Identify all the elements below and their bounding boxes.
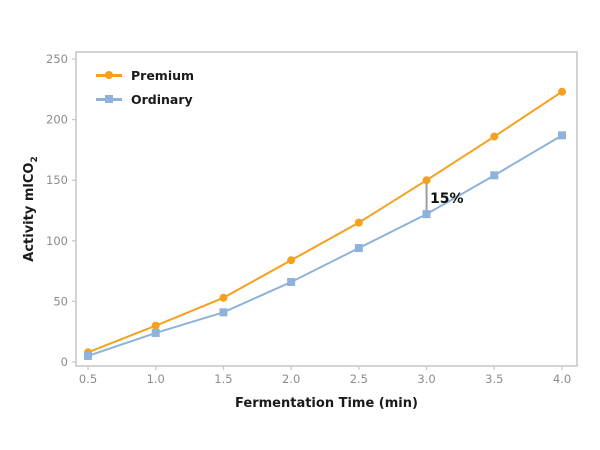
premium-legend-label: Premium: [131, 67, 195, 83]
premium-legend-swatch: [96, 69, 122, 81]
x-tick-label: 1.0: [147, 372, 165, 386]
premium-marker-icon: [105, 71, 113, 79]
y-tick-label: 150: [46, 173, 68, 187]
ordinary-marker: [287, 278, 296, 287]
legend-item-ordinary: Ordinary: [96, 90, 194, 108]
premium-line: [87, 90, 563, 354]
premium-marker: [558, 87, 566, 96]
x-tick-label: 0.5: [79, 372, 97, 386]
ordinary-line: [87, 134, 563, 357]
premium-marker: [422, 176, 431, 185]
ordinary-marker: [490, 171, 499, 180]
y-tick-label: 0: [61, 355, 68, 369]
premium-marker: [219, 293, 228, 302]
legend: Premium Ordinary: [96, 66, 194, 108]
ordinary-marker: [84, 351, 92, 360]
ordinary-legend-swatch: [96, 93, 122, 105]
y-tick-label: 200: [46, 113, 68, 127]
ordinary-marker: [558, 131, 566, 140]
ordinary-marker: [422, 210, 431, 219]
ordinary-marker: [219, 308, 228, 317]
y-tick-label: 250: [46, 52, 68, 66]
ordinary-marker: [151, 328, 160, 337]
premium-marker: [490, 132, 499, 141]
legend-item-premium: Premium: [96, 66, 194, 84]
premium-marker: [354, 218, 363, 227]
y-axis-title-subscript: 2: [29, 156, 40, 163]
ordinary-marker: [354, 244, 363, 253]
x-tick-label: 2.0: [282, 372, 300, 386]
x-axis-title: Fermentation Time (min): [235, 396, 418, 411]
y-tick-label: 50: [53, 294, 68, 308]
x-tick-label: 3.5: [485, 372, 503, 386]
x-tick-label: 4.0: [553, 372, 571, 386]
x-tick-label: 2.5: [350, 372, 368, 386]
premium-marker: [151, 321, 160, 330]
y-axis-title-text: Activity mlCO: [22, 162, 38, 262]
ordinary-legend-label: Ordinary: [131, 91, 193, 107]
y-axis-title: Activity mlCO2: [22, 156, 40, 261]
annotation-15pct-label: 15%: [430, 191, 464, 207]
y-tick-label: 100: [46, 234, 68, 248]
x-tick-label: 1.5: [214, 372, 232, 386]
premium-marker: [287, 256, 296, 265]
x-tick-label: 3.0: [417, 372, 435, 386]
ordinary-marker-icon: [105, 95, 113, 103]
plot-border: [75, 51, 578, 367]
